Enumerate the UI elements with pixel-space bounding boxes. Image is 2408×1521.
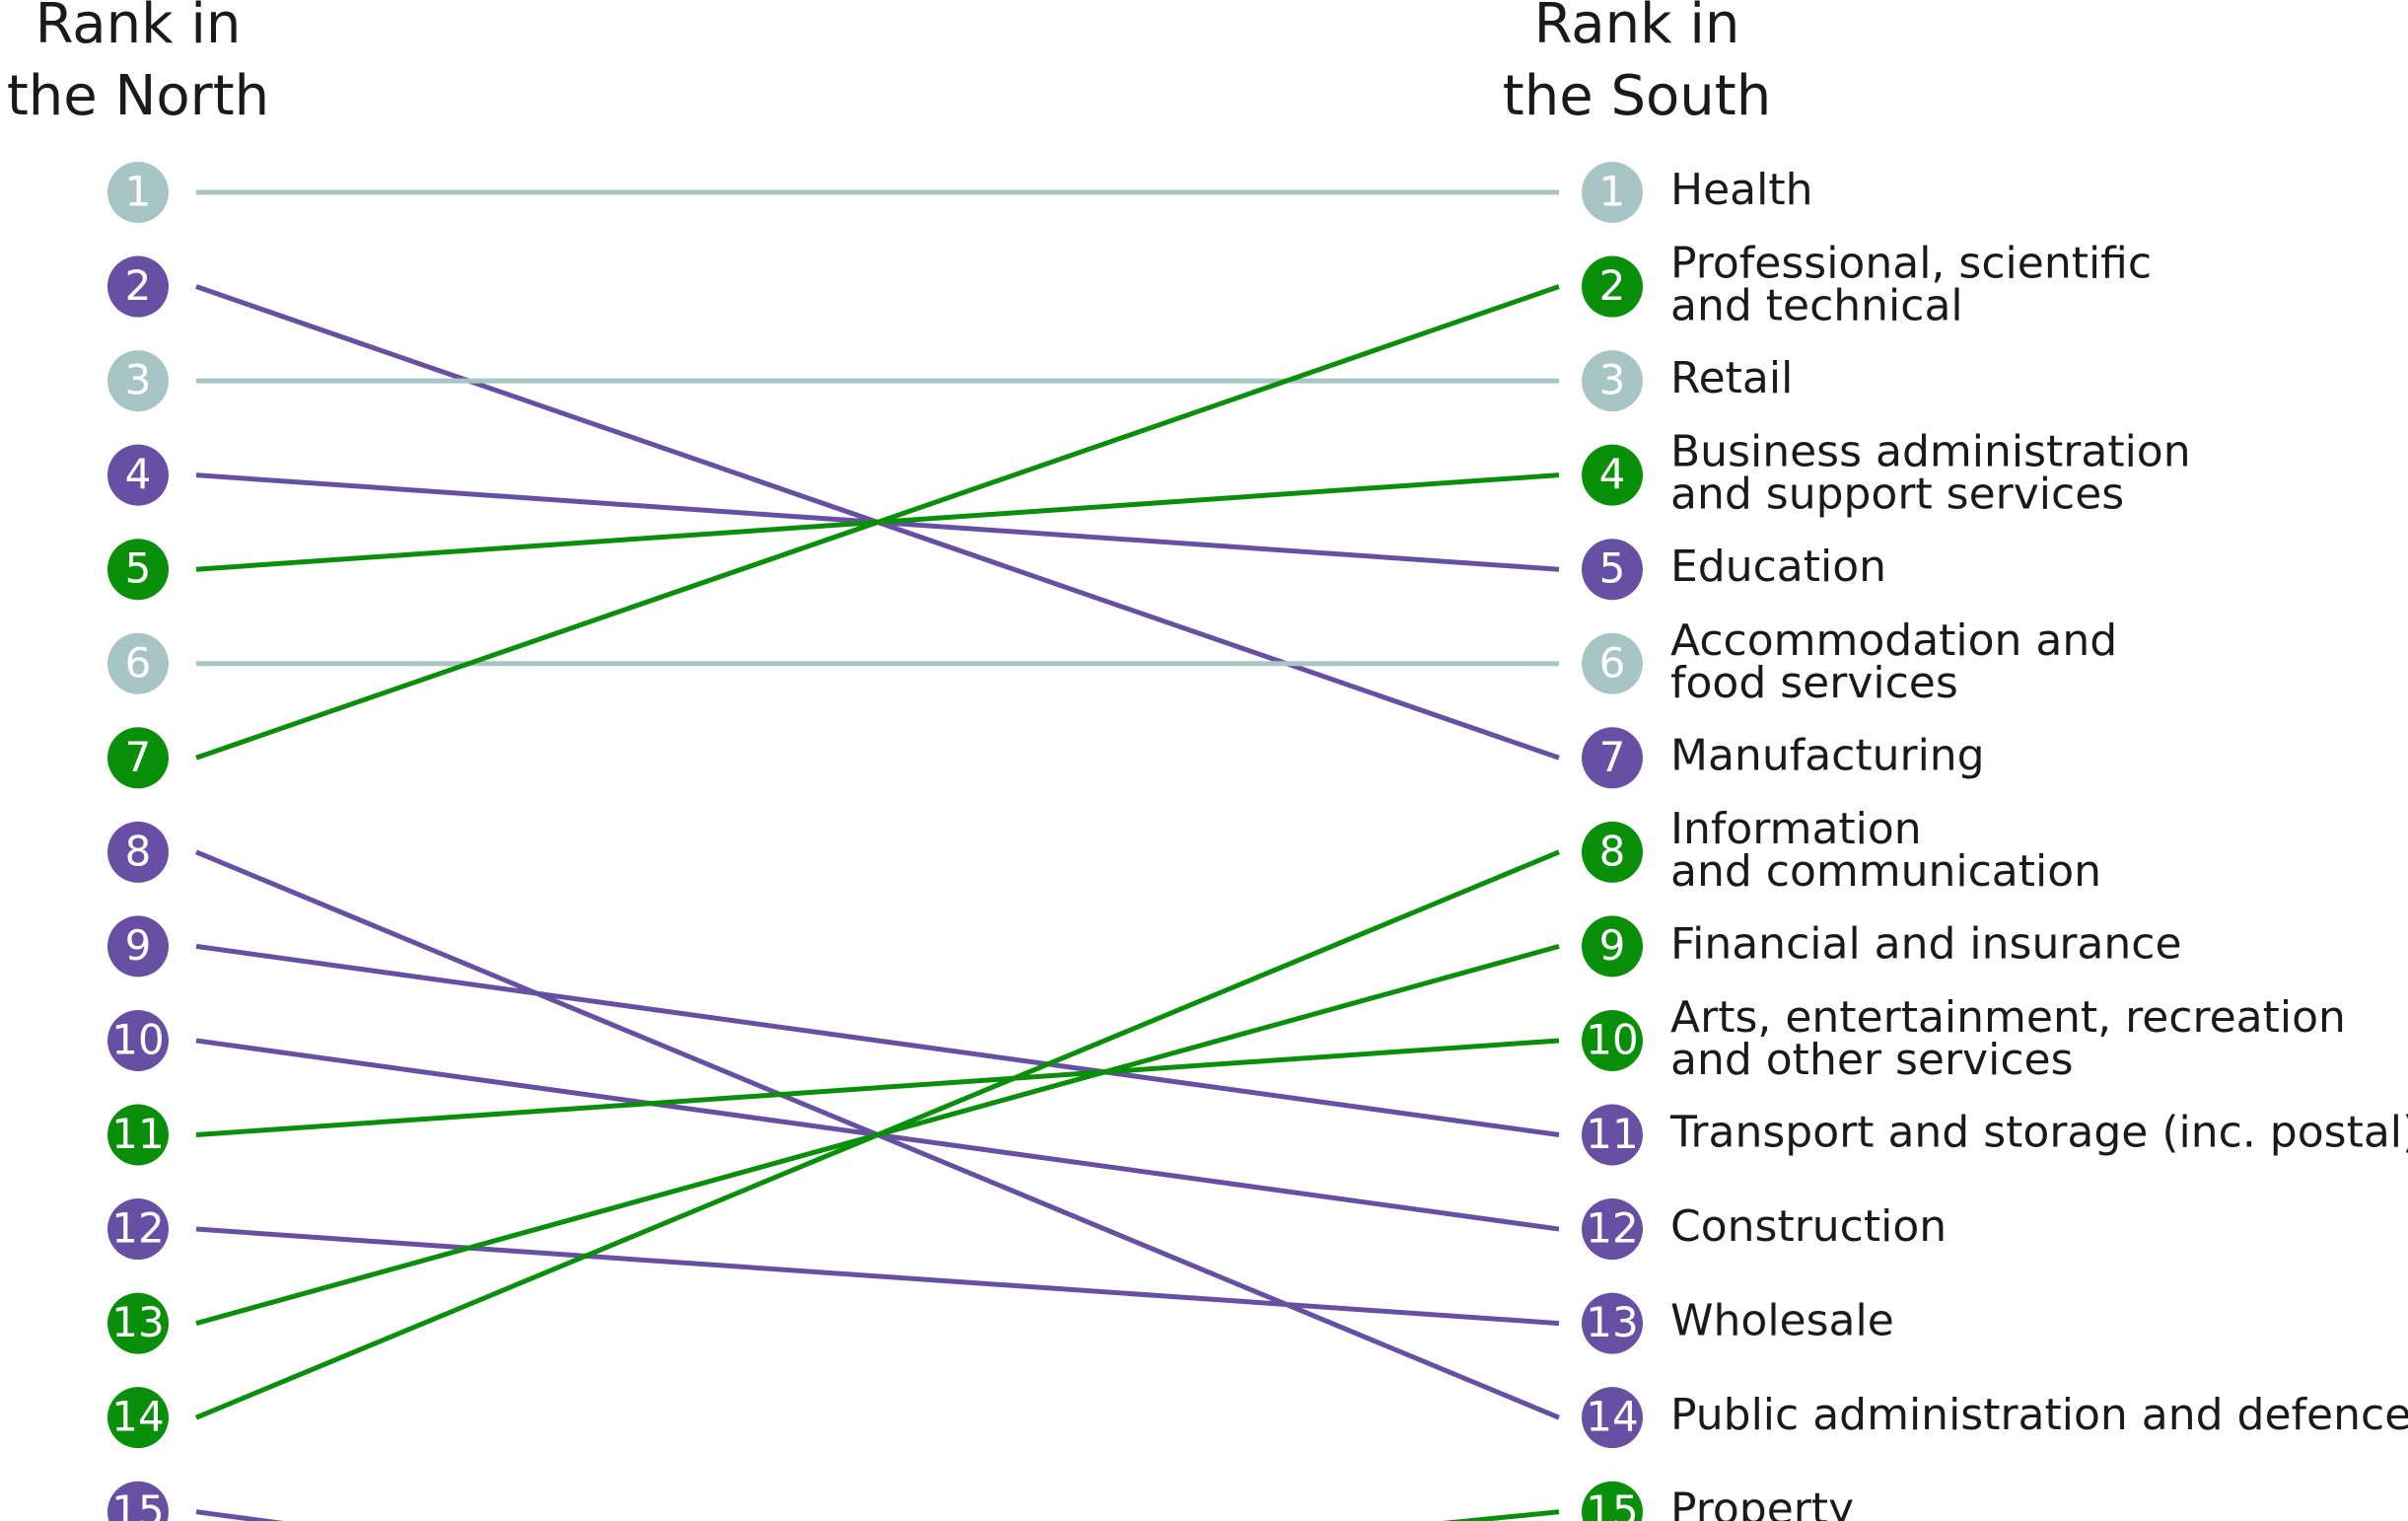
north-rank: 14	[111, 1393, 164, 1441]
industry-label: food services	[1670, 658, 1958, 708]
north-node	[107, 1104, 169, 1166]
industry-label: Transport and storage (inc. postal)	[1669, 1108, 2408, 1158]
line-stub	[1442, 1509, 1560, 1521]
south-rank: 10	[1586, 1015, 1638, 1063]
north-node	[107, 915, 169, 978]
north-rank: 1	[125, 168, 152, 216]
south-node	[1582, 1481, 1643, 1521]
south-rank: 11	[1586, 1110, 1638, 1158]
rank-line	[195, 284, 1560, 760]
axis-title: the North	[7, 64, 269, 128]
south-node	[1582, 350, 1643, 412]
north-rank: 7	[125, 733, 152, 781]
north-rank: 13	[111, 1298, 164, 1346]
industry-label: Accommodation and	[1670, 616, 2117, 666]
north-node	[107, 255, 169, 318]
south-node	[1582, 915, 1643, 978]
south-rank: 7	[1599, 733, 1626, 781]
north-rank: 10	[111, 1015, 164, 1063]
north-node	[107, 1198, 169, 1261]
industry-label: Retail	[1670, 353, 1793, 403]
south-rank: 3	[1599, 356, 1626, 404]
industry-label: Wholesale	[1670, 1296, 1894, 1346]
south-rank: 1	[1599, 168, 1626, 216]
industry-label: Professional, scientific	[1670, 239, 2152, 289]
north-node	[107, 727, 169, 789]
axis-title: Rank in	[1534, 0, 1740, 56]
north-rank: 12	[111, 1204, 164, 1253]
north-rank: 11	[111, 1110, 164, 1158]
rank-line	[195, 1038, 1560, 1137]
industry-label: Public administration and defence	[1670, 1390, 2408, 1440]
industry-label: Construction	[1670, 1201, 1947, 1252]
rank-line	[195, 1226, 1560, 1327]
south-node	[1582, 727, 1643, 789]
north-node	[107, 444, 169, 506]
industry-label: Education	[1670, 542, 1886, 592]
south-node	[1582, 444, 1643, 506]
rank-line	[195, 849, 1560, 1420]
south-node	[1582, 162, 1643, 223]
south-rank: 15	[1586, 1486, 1638, 1521]
north-node	[107, 1387, 169, 1449]
south-rank: 5	[1599, 544, 1626, 593]
industry-label: Information	[1670, 804, 1922, 854]
axis-title: the South	[1503, 64, 1771, 128]
north-rank: 6	[125, 638, 152, 687]
south-node	[1582, 1104, 1643, 1166]
south-rank: 8	[1599, 827, 1626, 875]
south-node	[1582, 1387, 1643, 1449]
south-rank: 13	[1586, 1298, 1638, 1346]
south-rank: 12	[1586, 1204, 1638, 1253]
industry-label: Manufacturing	[1670, 730, 1985, 780]
north-node	[107, 1292, 169, 1354]
north-rank: 8	[125, 827, 152, 875]
south-node	[1582, 255, 1643, 318]
industry-label: Arts, entertainment, recreation	[1670, 992, 2346, 1043]
north-rank: 2	[125, 261, 152, 310]
rank-line	[195, 943, 1560, 1137]
north-node	[107, 350, 169, 412]
south-rank: 6	[1599, 638, 1626, 687]
industry-label: Business administration	[1670, 427, 2191, 477]
industry-label: Financial and insurance	[1670, 918, 2182, 969]
industry-label: and technical	[1670, 281, 1963, 331]
south-rank: 14	[1586, 1393, 1638, 1441]
industry-label: and other services	[1670, 1035, 2074, 1085]
north-node	[107, 539, 169, 601]
north-rank: 3	[125, 356, 152, 404]
industry-label: Health	[1670, 165, 1812, 215]
south-rank: 4	[1599, 450, 1626, 498]
axis-title: Rank in	[35, 0, 242, 56]
north-rank: 15	[111, 1486, 164, 1521]
industry-label: Property	[1670, 1485, 1854, 1521]
south-node	[1582, 1198, 1643, 1261]
south-node	[1582, 1292, 1643, 1354]
north-node	[107, 821, 169, 883]
south-rank: 9	[1599, 921, 1626, 970]
industry-label: and communication	[1670, 846, 2101, 897]
south-node	[1582, 1009, 1643, 1071]
industry-label: and support services	[1670, 470, 2124, 520]
north-rank: 9	[125, 921, 152, 970]
north-node	[107, 162, 169, 223]
south-node	[1582, 539, 1643, 601]
south-rank: 2	[1599, 261, 1626, 310]
north-node	[107, 1009, 169, 1071]
lines	[195, 189, 1560, 1521]
north-rank: 5	[125, 544, 152, 593]
line-stub	[195, 1509, 284, 1521]
south-node	[1582, 821, 1643, 883]
north-rank: 4	[125, 450, 152, 498]
north-node	[107, 1481, 169, 1521]
south-node	[1582, 632, 1643, 694]
north-node	[107, 632, 169, 694]
